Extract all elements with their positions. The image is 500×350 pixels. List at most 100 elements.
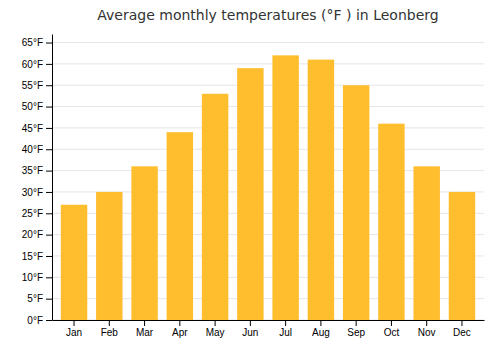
x-tick: May: [206, 320, 225, 338]
grid-line: [52, 106, 484, 107]
y-tick-label: 65°F: [22, 37, 43, 48]
x-tick-label: Sep: [347, 327, 365, 338]
grid-line: [52, 149, 484, 150]
bar: [131, 166, 157, 320]
y-axis-line: [52, 35, 53, 321]
y-tick-label: 10°F: [22, 272, 43, 283]
y-tick: 25°F: [22, 208, 52, 219]
x-tick-label: May: [206, 327, 225, 338]
grid-line: [52, 63, 484, 64]
bar: [343, 85, 369, 320]
x-tick-mark: [109, 320, 110, 326]
plot: 0°F 5°F 10°F 15°F 20°F 25°F 30°F 35°F 40°F 45°F 50…: [22, 35, 485, 339]
y-tick-mark: [46, 192, 52, 193]
bar: [167, 132, 193, 320]
x-tick-label: Oct: [384, 327, 400, 338]
x-tick-mark: [285, 320, 286, 326]
x-tick-mark: [215, 320, 216, 326]
y-tick: 55°F: [22, 80, 52, 91]
x-tick: Feb: [101, 320, 119, 338]
y-axis: 0°F 5°F 10°F 15°F 20°F 25°F 30°F 35°F 40°F 45°F 50…: [22, 35, 53, 326]
y-tick-mark: [46, 213, 52, 214]
x-tick-label: Jan: [66, 327, 82, 338]
x-tick-label: Feb: [101, 327, 119, 338]
y-tick-label: 60°F: [22, 59, 43, 70]
y-tick-mark: [46, 107, 52, 108]
x-tick-label: Apr: [172, 327, 188, 338]
bar: [413, 166, 439, 320]
y-tick-label: 40°F: [22, 144, 43, 155]
y-tick: 30°F: [22, 187, 52, 198]
x-tick-mark: [356, 320, 357, 326]
x-tick: Jun: [242, 320, 258, 338]
bar: [378, 124, 404, 320]
bar: [237, 68, 263, 320]
x-tick-mark: [426, 320, 427, 326]
y-tick: 15°F: [22, 251, 52, 262]
y-tick-label: 20°F: [22, 229, 43, 240]
x-tick-label: Nov: [418, 327, 436, 338]
y-tick: 0°F: [27, 315, 52, 326]
x-tick: Apr: [172, 320, 188, 338]
x-tick-label: Jun: [242, 327, 258, 338]
x-tick: Jan: [66, 320, 82, 338]
y-tick-label: 50°F: [22, 101, 43, 112]
x-axis-line: [53, 320, 485, 321]
x-tick: Sep: [347, 320, 365, 338]
y-tick: 40°F: [22, 144, 52, 155]
x-tick-label: Dec: [453, 327, 471, 338]
x-tick: Aug: [312, 320, 330, 338]
chart: 0°F 5°F 10°F 15°F 20°F 25°F 30°F 35°F 40°F 45°F 50…: [0, 0, 500, 350]
y-tick-label: 30°F: [22, 187, 43, 198]
y-tick-mark: [46, 85, 52, 86]
y-tick-label: 35°F: [22, 165, 43, 176]
bar: [272, 55, 298, 320]
y-tick: 5°F: [27, 293, 52, 304]
x-tick: Oct: [384, 320, 400, 338]
x-tick: Dec: [453, 320, 471, 338]
x-tick-mark: [179, 320, 180, 326]
x-tick: Nov: [418, 320, 436, 338]
y-tick-mark: [46, 128, 52, 129]
x-tick-mark: [461, 320, 462, 326]
y-tick-label: 25°F: [22, 208, 43, 219]
y-tick: 50°F: [22, 101, 52, 112]
x-tick-mark: [320, 320, 321, 326]
x-axis: Jan Feb Mar Apr May Jun Jul Aug Sep Oct Nov Dec: [53, 320, 485, 338]
y-tick-mark: [46, 171, 52, 172]
y-tick-mark: [46, 256, 52, 257]
x-tick: Mar: [136, 320, 154, 338]
y-tick-label: 55°F: [22, 80, 43, 91]
y-tick-label: 45°F: [22, 123, 43, 134]
bar: [61, 205, 87, 320]
y-tick-label: 0°F: [27, 315, 43, 326]
x-tick-mark: [250, 320, 251, 326]
grid-line: [52, 127, 484, 128]
bar: [202, 94, 228, 320]
y-tick-mark: [46, 277, 52, 278]
y-tick-label: 15°F: [22, 251, 43, 262]
y-tick-mark: [46, 299, 52, 300]
y-tick-mark: [46, 43, 52, 44]
bar: [96, 192, 122, 320]
y-tick: 45°F: [22, 123, 52, 134]
title: Average monthly temperatures (°F ) in Le…: [97, 7, 438, 23]
bar: [449, 192, 475, 320]
x-tick-label: Mar: [136, 327, 154, 338]
x-tick-mark: [144, 320, 145, 326]
grid-line: [52, 42, 484, 43]
y-tick-mark: [46, 64, 52, 65]
y-tick: 35°F: [22, 165, 52, 176]
bars: [61, 55, 475, 320]
y-tick: 65°F: [22, 37, 52, 48]
x-tick: Jul: [279, 320, 292, 338]
y-tick-mark: [46, 235, 52, 236]
x-tick-label: Aug: [312, 327, 330, 338]
bar: [308, 60, 334, 320]
y-tick: 10°F: [22, 272, 52, 283]
x-tick-mark: [74, 320, 75, 326]
y-tick-label: 5°F: [27, 293, 43, 304]
y-tick: 20°F: [22, 229, 52, 240]
x-tick-mark: [391, 320, 392, 326]
y-tick-mark: [46, 320, 52, 321]
